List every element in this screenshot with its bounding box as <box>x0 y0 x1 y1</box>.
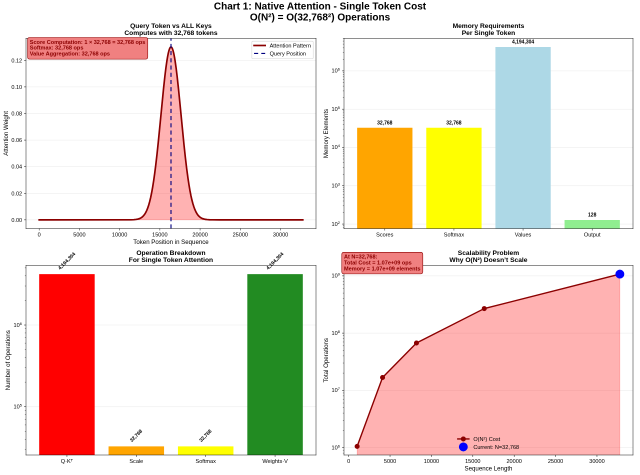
svg-text:Total Cost = 1.07e+09 ops: Total Cost = 1.07e+09 ops <box>344 261 412 267</box>
svg-text:128: 128 <box>588 213 597 219</box>
svg-text:Scores: Scores <box>376 233 393 239</box>
svg-text:Current: N=32,768: Current: N=32,768 <box>473 445 519 451</box>
svg-text:30000: 30000 <box>273 232 288 238</box>
svg-text:1 0 5: 1 0 5 <box>14 401 22 411</box>
svg-text:0.04: 0.04 <box>11 165 22 171</box>
svg-text:Memory Requirements: Memory Requirements <box>453 23 525 30</box>
svg-text:1 0 6: 1 0 6 <box>332 441 340 451</box>
svg-text:20000: 20000 <box>192 232 207 238</box>
svg-text:Token Position in Sequence: Token Position in Sequence <box>133 239 209 246</box>
svg-text:32,768: 32,768 <box>377 120 393 126</box>
svg-text:Query Token vs ALL Keys: Query Token vs ALL Keys <box>130 23 212 30</box>
svg-text:20000: 20000 <box>506 459 521 465</box>
svg-text:0: 0 <box>38 232 41 238</box>
svg-text:1 0 9: 1 0 9 <box>332 270 340 280</box>
svg-text:1 0 8: 1 0 8 <box>332 327 340 337</box>
svg-text:10000: 10000 <box>112 232 127 238</box>
svg-text:25000: 25000 <box>233 232 248 238</box>
svg-text:Softmax: Softmax <box>444 233 465 239</box>
svg-text:Memory = 1.07e+09 elements: Memory = 1.07e+09 elements <box>344 267 420 273</box>
svg-text:Memory Elements: Memory Elements <box>323 109 330 158</box>
svg-text:Computes with 32,768 tokens: Computes with 32,768 tokens <box>124 30 218 37</box>
svg-text:10000: 10000 <box>424 459 439 465</box>
svg-text:Score Computation: 1 × 32,768: Score Computation: 1 × 32,768 = 32,768 o… <box>30 40 146 46</box>
svg-text:Q·Kᵀ: Q·Kᵀ <box>61 458 74 465</box>
svg-text:Sequence Length: Sequence Length <box>465 466 513 473</box>
svg-text:5000: 5000 <box>384 459 396 465</box>
svg-text:Query Position: Query Position <box>270 51 306 57</box>
svg-text:0.08: 0.08 <box>11 112 22 118</box>
svg-text:0.10: 0.10 <box>11 85 22 91</box>
svg-text:Total Operations: Total Operations <box>323 338 330 383</box>
svg-text:15000: 15000 <box>152 232 167 238</box>
svg-text:5000: 5000 <box>73 232 85 238</box>
svg-text:1 0 5: 1 0 5 <box>332 103 340 113</box>
svg-text:Output: Output <box>584 233 601 239</box>
svg-text:15000: 15000 <box>465 459 480 465</box>
svg-text:1 0 7: 1 0 7 <box>332 384 340 394</box>
svg-text:At N=32,768:: At N=32,768: <box>344 255 378 261</box>
svg-text:O(N²) = O(32,768²) Operations: O(N²) = O(32,768²) Operations <box>250 12 391 23</box>
svg-text:Scalability Problem: Scalability Problem <box>458 250 519 257</box>
svg-text:1 0 2: 1 0 2 <box>332 218 340 228</box>
svg-text:Attention Weight: Attention Weight <box>3 111 10 156</box>
svg-text:32,768: 32,768 <box>446 120 462 126</box>
svg-text:1 0 6: 1 0 6 <box>332 65 340 75</box>
svg-text:4,194,304: 4,194,304 <box>512 40 534 46</box>
svg-text:25000: 25000 <box>548 459 563 465</box>
svg-text:For Single Token Attention: For Single Token Attention <box>129 257 213 264</box>
svg-text:Chart 1: Native Attention - Si: Chart 1: Native Attention - Single Token… <box>214 2 427 13</box>
svg-text:0.12: 0.12 <box>11 58 22 64</box>
svg-text:Value Aggregation: 32,768 ops: Value Aggregation: 32,768 ops <box>30 52 110 58</box>
svg-text:1 0 4: 1 0 4 <box>332 141 341 151</box>
svg-text:0: 0 <box>347 459 350 465</box>
svg-text:Number of Operations: Number of Operations <box>5 330 12 390</box>
svg-text:Softmax: Softmax <box>196 459 217 465</box>
svg-text:Softmax: 32,768 ops: Softmax: 32,768 ops <box>30 46 84 52</box>
svg-text:Values: Values <box>515 233 532 239</box>
svg-text:Why O(N²) Doesn’t Scale: Why O(N²) Doesn’t Scale <box>449 257 527 264</box>
svg-text:O(N²) Cost: O(N²) Cost <box>473 437 500 443</box>
svg-text:30000: 30000 <box>589 459 604 465</box>
svg-text:0.02: 0.02 <box>11 191 22 197</box>
svg-text:1 0 6: 1 0 6 <box>14 319 22 329</box>
svg-text:Per Single Token: Per Single Token <box>462 30 516 37</box>
svg-text:Attention Pattern: Attention Pattern <box>270 43 311 49</box>
svg-text:0.00: 0.00 <box>11 218 22 224</box>
svg-text:Scale: Scale <box>129 459 143 465</box>
svg-text:Weights·V: Weights·V <box>262 459 288 465</box>
svg-text:1 0 3: 1 0 3 <box>332 180 340 190</box>
svg-text:Operation Breakdown: Operation Breakdown <box>136 250 205 257</box>
svg-text:0.06: 0.06 <box>11 138 22 144</box>
